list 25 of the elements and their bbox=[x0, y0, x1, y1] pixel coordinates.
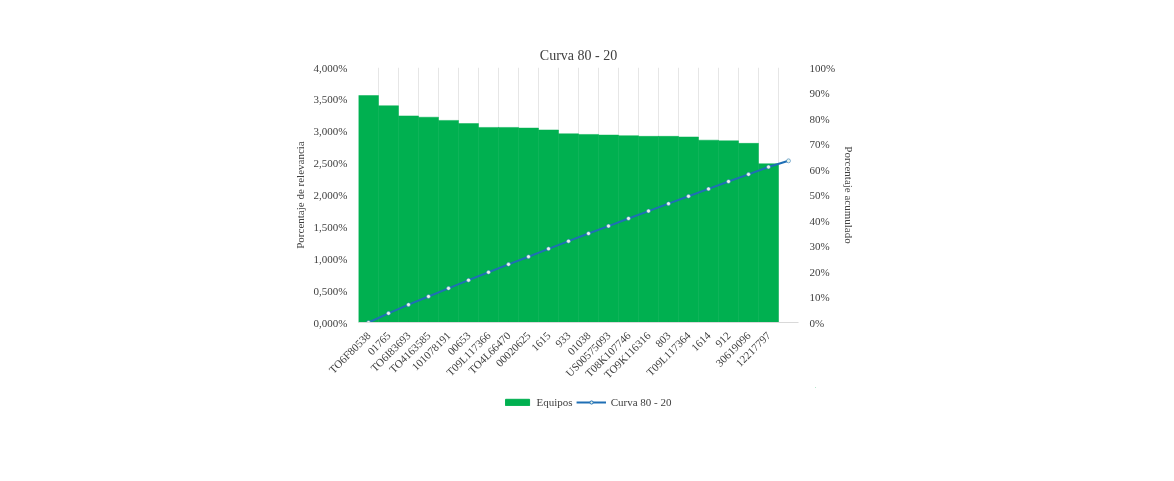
y2-tick-label: 50% bbox=[809, 189, 830, 201]
y-tick-label: 1,500% bbox=[313, 220, 348, 233]
y2-tick-label: 20% bbox=[809, 265, 830, 278]
legend-label: Curva 80 - 20 bbox=[610, 396, 672, 408]
y-tick-label: 4,000% bbox=[313, 61, 348, 74]
y-tick-label: 0,500% bbox=[313, 284, 348, 297]
y-tick-label: 3,000% bbox=[313, 125, 348, 138]
y2-tick-label: 60% bbox=[809, 163, 830, 176]
y2-tick-label: 90% bbox=[809, 87, 830, 99]
y2-tick-label: 70% bbox=[809, 138, 830, 150]
chart-title: Curva 80 - 20 bbox=[539, 47, 618, 63]
y-axis-title: Porcentaje de relevancia bbox=[293, 141, 306, 249]
y2-tick-label: 30% bbox=[809, 240, 830, 252]
y2-tick-label: 100% bbox=[809, 61, 836, 74]
y-tick-label: 2,000% bbox=[313, 189, 348, 201]
y-tick-label: 3,500% bbox=[313, 93, 348, 106]
y2-axis-title: Porcentaje acumulado bbox=[843, 146, 856, 245]
legend-label: Equipos bbox=[536, 396, 573, 408]
y2-tick-label: 0% bbox=[809, 316, 825, 329]
y-tick-label: 2,500% bbox=[313, 157, 348, 170]
y-tick-label: 1,000% bbox=[313, 252, 348, 265]
y2-tick-label: 80% bbox=[809, 112, 830, 125]
y2-tick-label: 10% bbox=[809, 291, 830, 303]
y-tick-label: 0,000% bbox=[313, 316, 348, 329]
y2-tick-label: 40% bbox=[809, 214, 830, 227]
